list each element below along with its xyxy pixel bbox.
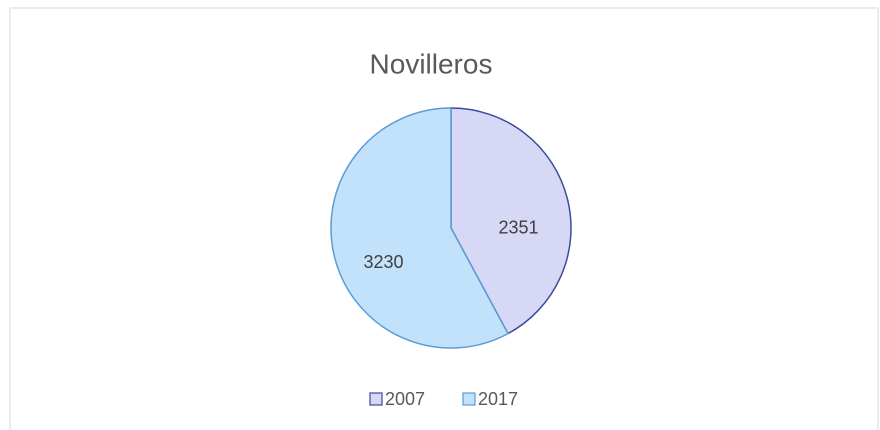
legend-swatch <box>369 392 383 406</box>
legend-swatch <box>462 392 476 406</box>
pie-slice <box>450 107 572 335</box>
pie-slice <box>330 107 509 349</box>
data-label: 2351 <box>498 218 538 238</box>
data-label: 3230 <box>363 252 403 272</box>
legend-label: 2017 <box>478 389 518 409</box>
chart-title: Novilleros <box>370 48 493 79</box>
legend-label: 2007 <box>385 389 425 409</box>
